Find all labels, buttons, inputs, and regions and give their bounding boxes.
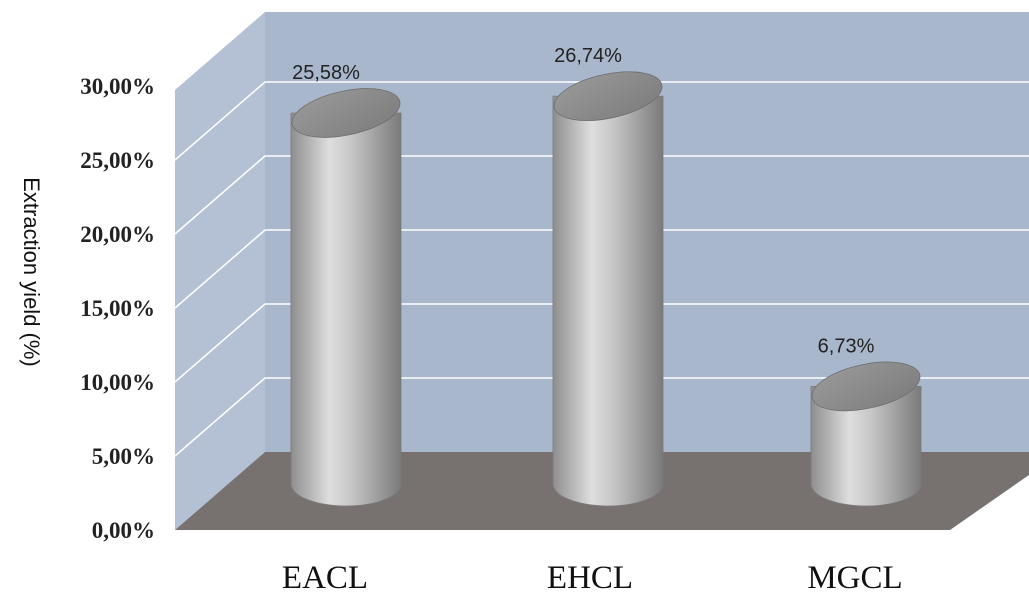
chart-side-wall	[175, 12, 265, 530]
gridline-diagonal	[174, 303, 266, 383]
y-tick-label: 30,00%	[80, 74, 155, 99]
data-label: 6,73%	[818, 335, 875, 357]
gridline-diagonal	[174, 81, 266, 161]
gridline-diagonal	[174, 155, 266, 235]
y-tick-label: 5,00%	[92, 444, 155, 469]
y-tick-label: 15,00%	[80, 296, 155, 321]
x-axis-category-labels: EACL EHCL MGCL	[282, 560, 903, 596]
data-label: 25,58%	[292, 62, 360, 84]
y-axis-title: Extraction yield (%)	[19, 177, 44, 367]
x-category-label: EHCL	[547, 560, 633, 596]
gridline-diagonal	[174, 229, 266, 309]
x-category-label: MGCL	[807, 560, 902, 596]
bar-cap	[553, 71, 663, 121]
bar-body	[552, 95, 664, 507]
x-category-label: EACL	[282, 560, 368, 596]
y-axis-tick-labels: 0,00% 5,00% 10,00% 15,00% 20,00% 25,00% 30,00%	[80, 74, 155, 543]
bar-body	[290, 112, 402, 507]
bars: 25,58% 26,74% 6,73%	[290, 45, 922, 507]
gridline-diagonal	[174, 7, 266, 87]
bar-cap	[811, 361, 921, 412]
gridline-diagonal	[174, 377, 266, 457]
y-tick-label: 10,00%	[80, 370, 155, 395]
y-tick-label: 25,00%	[80, 148, 155, 173]
bar-body	[810, 385, 922, 507]
bar-cap	[291, 88, 401, 138]
y-tick-label: 0,00%	[92, 518, 155, 543]
data-label: 26,74%	[554, 45, 622, 67]
bar	[810, 361, 922, 507]
y-tick-label: 20,00%	[80, 222, 155, 247]
bar	[290, 88, 402, 507]
bar	[552, 71, 664, 507]
